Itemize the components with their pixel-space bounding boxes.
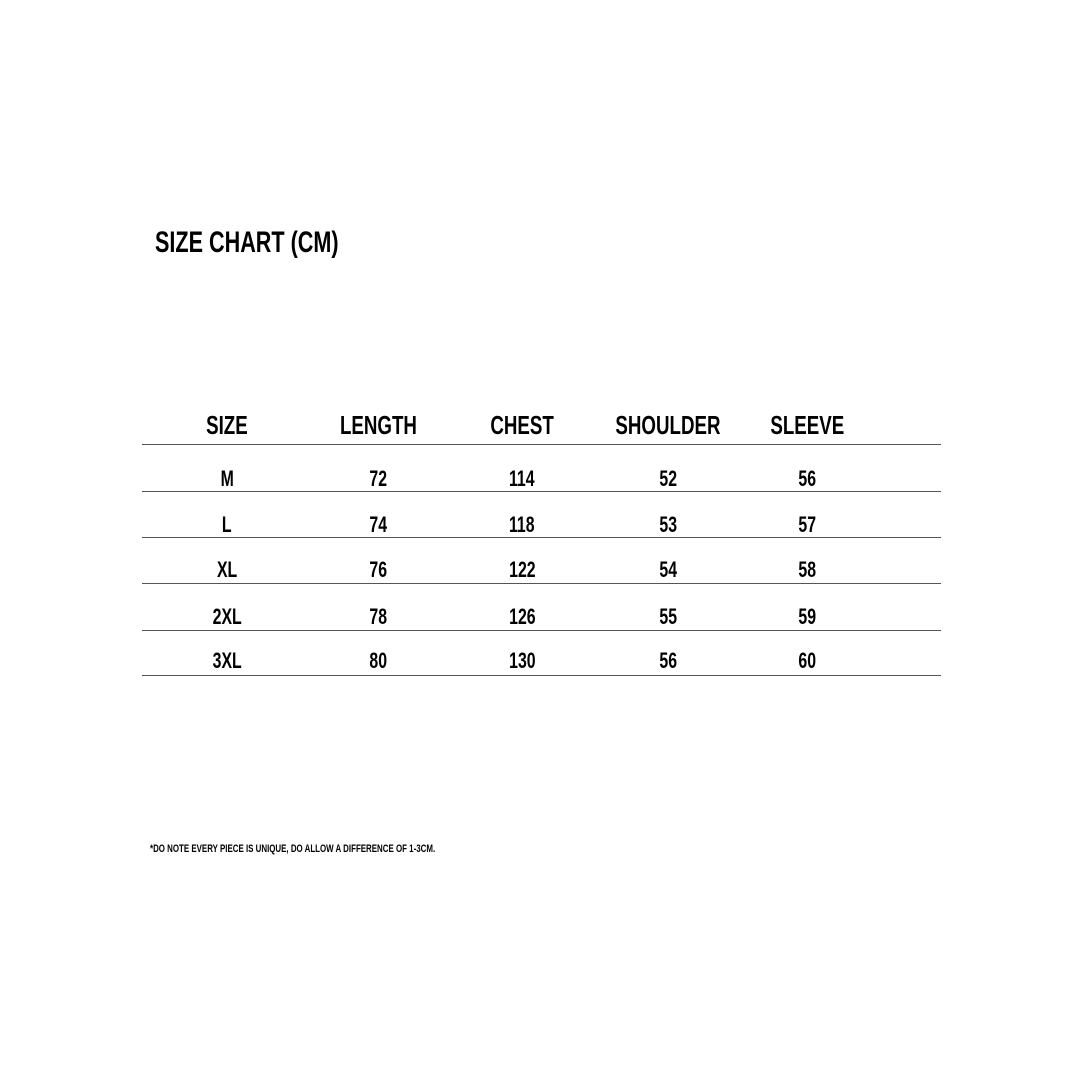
table-cell: 3XL — [147, 648, 307, 674]
column-header-label: LENGTH — [339, 410, 417, 440]
row-divider — [142, 583, 941, 584]
column-header: LENGTH — [298, 410, 458, 441]
table-cell-value: 56 — [798, 466, 816, 491]
table-cell: 76 — [298, 557, 458, 583]
column-header: SLEEVE — [727, 410, 887, 441]
table-cell-value: 55 — [659, 604, 677, 629]
table-cell: 56 — [727, 466, 887, 492]
table-cell: 72 — [298, 466, 458, 492]
row-divider — [142, 491, 941, 492]
table-cell: 78 — [298, 604, 458, 630]
table-cell: 60 — [727, 648, 887, 674]
column-header-label: SHOULDER — [615, 410, 721, 440]
table-cell: 52 — [588, 466, 748, 492]
table-cell-value: 58 — [798, 557, 816, 582]
table-cell-value: 60 — [798, 648, 816, 673]
row-divider — [142, 630, 941, 631]
table-cell-value: 53 — [659, 512, 677, 537]
column-header: SIZE — [147, 410, 307, 441]
table-cell-value: L — [222, 512, 232, 537]
column-header-label: SLEEVE — [770, 410, 844, 440]
table-cell-value: 52 — [659, 466, 677, 491]
table-cell-value: 59 — [798, 604, 816, 629]
table-cell: XL — [147, 557, 307, 583]
column-header-label: SIZE — [206, 410, 248, 440]
row-divider — [142, 675, 941, 676]
table-cell: 56 — [588, 648, 748, 674]
table-cell-value: 54 — [659, 557, 677, 582]
table-cell-value: 72 — [369, 466, 387, 491]
table-cell-value: 56 — [659, 648, 677, 673]
column-header: CHEST — [442, 410, 602, 441]
table-cell-value: 80 — [369, 648, 387, 673]
table-cell: M — [147, 466, 307, 492]
table-cell: 58 — [727, 557, 887, 583]
table-cell: 130 — [442, 648, 602, 674]
table-cell-value: 76 — [369, 557, 387, 582]
table-cell: 122 — [442, 557, 602, 583]
table-cell: L — [147, 512, 307, 538]
table-cell-value: 126 — [508, 604, 536, 629]
row-divider — [142, 444, 941, 445]
column-header-label: CHEST — [490, 410, 554, 440]
table-cell-value: 78 — [369, 604, 387, 629]
table-cell: 118 — [442, 512, 602, 538]
table-cell: 2XL — [147, 604, 307, 630]
table-cell: 126 — [442, 604, 602, 630]
row-divider — [142, 537, 941, 538]
table-cell-value: 3XL — [212, 648, 242, 673]
table-cell: 114 — [442, 466, 602, 492]
footnote: *DO NOTE EVERY PIECE IS UNIQUE, DO ALLOW… — [150, 843, 436, 855]
column-header: SHOULDER — [588, 410, 748, 441]
table-cell: 57 — [727, 512, 887, 538]
table-cell-value: 130 — [508, 648, 536, 673]
table-cell: 55 — [588, 604, 748, 630]
table-cell: 53 — [588, 512, 748, 538]
table-cell: 59 — [727, 604, 887, 630]
table-cell-value: M — [220, 466, 234, 491]
table-cell-value: 118 — [509, 512, 535, 537]
page-title: SIZE CHART (CM) — [155, 226, 339, 259]
table-cell-value: 114 — [509, 466, 535, 491]
table-cell-value: 122 — [508, 557, 536, 582]
table-cell: 54 — [588, 557, 748, 583]
table-cell-value: XL — [216, 557, 238, 582]
table-cell-value: 2XL — [212, 604, 242, 629]
table-cell-value: 57 — [798, 512, 816, 537]
table-cell-value: 74 — [369, 512, 387, 537]
table-cell: 80 — [298, 648, 458, 674]
table-cell: 74 — [298, 512, 458, 538]
